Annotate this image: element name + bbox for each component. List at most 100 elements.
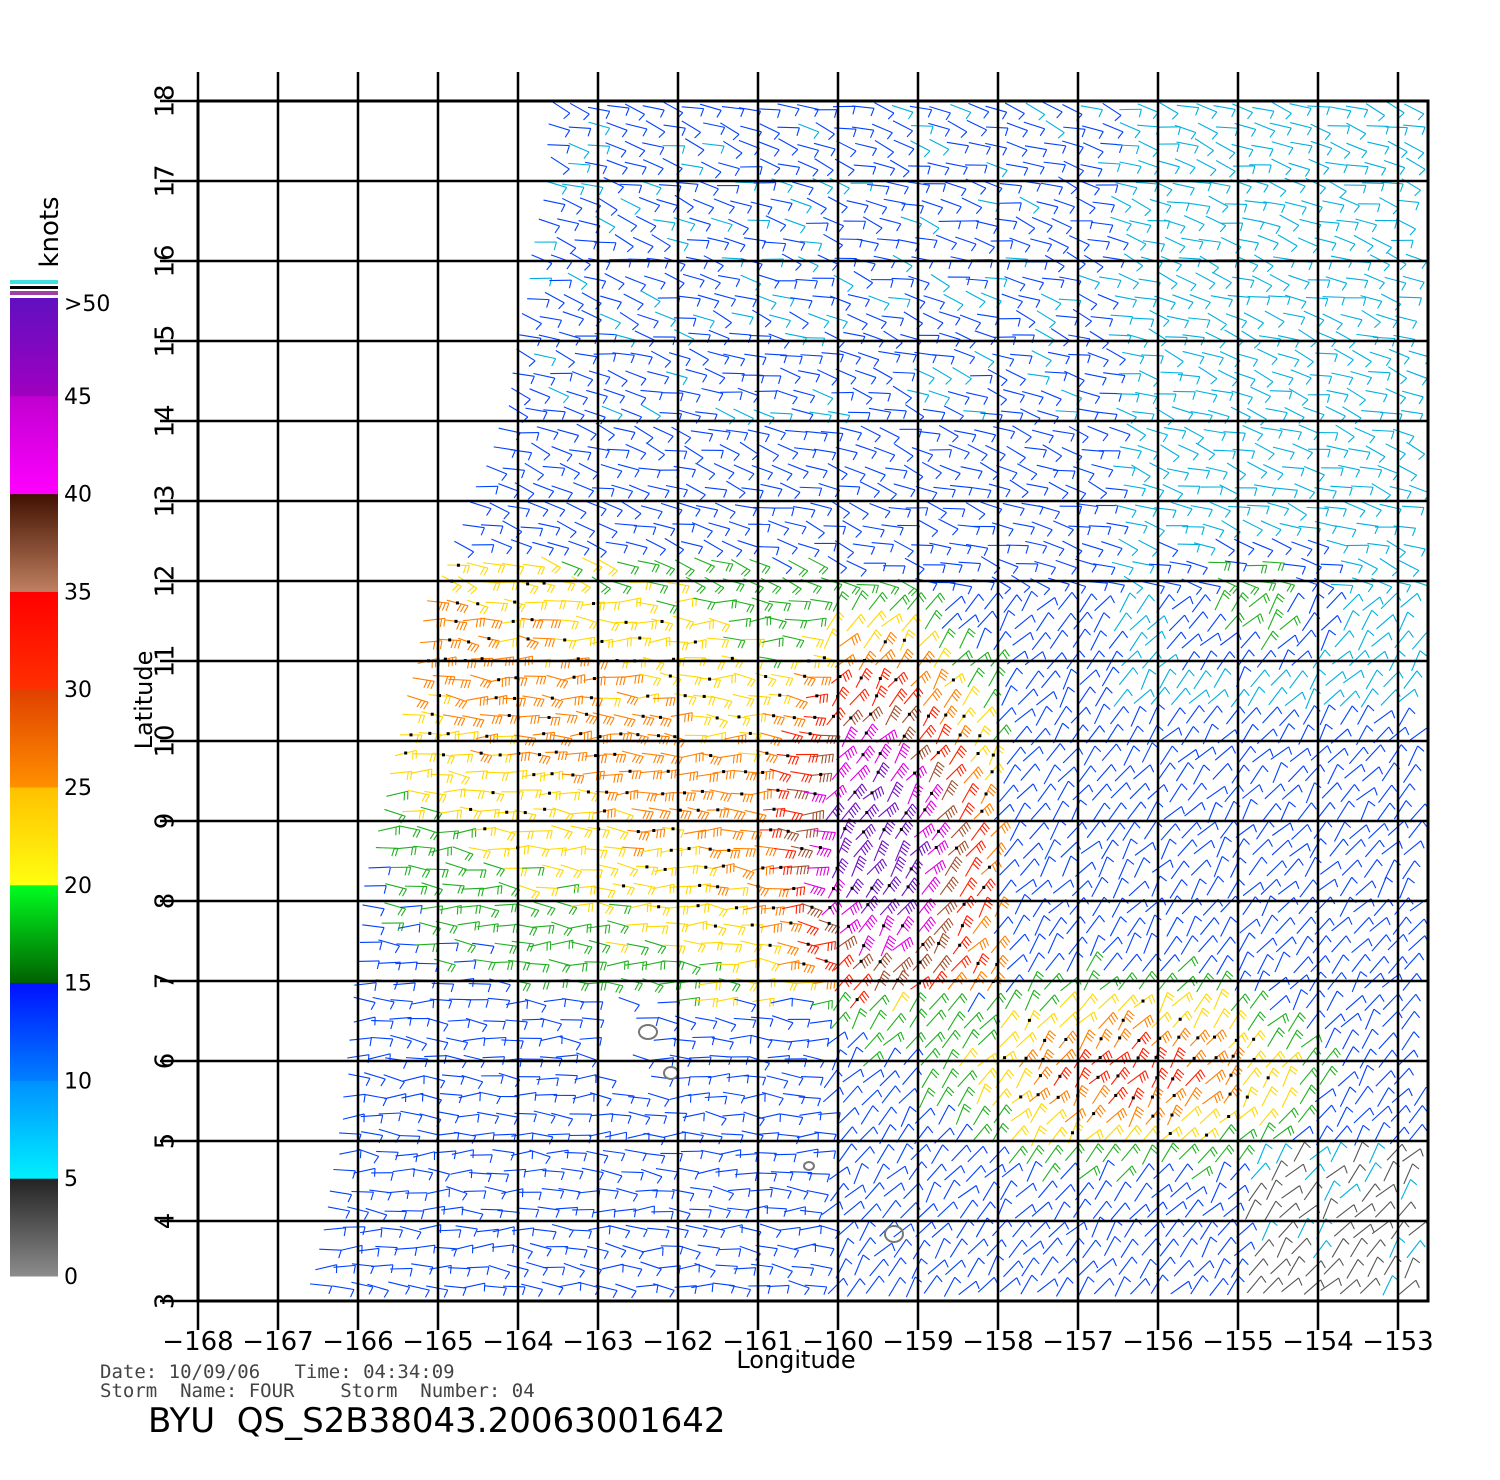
- y-axis-title: Latitude: [130, 651, 158, 750]
- wind-barb: [1317, 220, 1340, 232]
- wind-barb: [676, 181, 699, 193]
- wind-barb: [1004, 102, 1025, 120]
- wind-barb: [1396, 199, 1420, 211]
- wind-barb: [1064, 370, 1085, 388]
- wind-barb: [1352, 349, 1372, 368]
- wind-barb: [538, 218, 561, 234]
- wind-barb: [647, 371, 670, 385]
- wind-barb: [713, 198, 735, 214]
- wind-barb: [664, 272, 685, 290]
- wind-barb: [852, 105, 875, 117]
- wind-barb: [1232, 103, 1254, 120]
- wind-barb: [1031, 350, 1052, 368]
- wind-barb: [1391, 239, 1414, 249]
- wind-barb: [1149, 309, 1170, 327]
- wind-barb: [1115, 182, 1138, 196]
- wind-barb: [544, 291, 565, 310]
- wind-barb: [600, 313, 621, 330]
- wind-barb: [1322, 200, 1345, 213]
- wind-barb: [855, 142, 878, 157]
- wind-barb: [1005, 163, 1029, 176]
- lon-tick-label: −154: [1282, 1327, 1353, 1357]
- wind-barb: [663, 124, 686, 136]
- wind-barb: [598, 197, 618, 216]
- wind-barb: [585, 161, 608, 175]
- wind-barb: [1244, 200, 1268, 212]
- wind-barb: [1269, 273, 1290, 292]
- wind-barb: [876, 238, 900, 249]
- wind-barb: [758, 108, 781, 118]
- wind-barb: [1114, 295, 1137, 308]
- wind-barb: [1303, 310, 1325, 327]
- wind-barb: [910, 140, 931, 158]
- wind-barb: [1090, 221, 1114, 233]
- colorbar-segment: [10, 1178, 58, 1277]
- wind-barb: [606, 159, 628, 175]
- wind-barb: [1353, 234, 1374, 253]
- wind-barb: [662, 145, 686, 154]
- wind-barb: [901, 203, 924, 214]
- wind-barb: [889, 159, 910, 178]
- wind-barb: [778, 138, 799, 156]
- wind-barb: [1257, 348, 1278, 366]
- wind-barb: [851, 126, 875, 139]
- wind-barb: [791, 181, 814, 196]
- wind-barb: [1283, 312, 1306, 326]
- wind-barb: [644, 275, 666, 290]
- wind-barb: [1269, 122, 1292, 136]
- wind-barb: [731, 312, 754, 325]
- wind-barb: [1360, 295, 1383, 309]
- wind-barb: [1174, 124, 1197, 140]
- wind-barb: [1119, 161, 1142, 175]
- wind-barb: [555, 350, 575, 369]
- lon-tick-label: −157: [1042, 1327, 1113, 1357]
- wind-barb: [717, 275, 741, 288]
- lon-tick-label: −162: [642, 1327, 713, 1357]
- wind-barb: [1111, 195, 1132, 213]
- wind-barb: [847, 294, 870, 308]
- wind-barb: [964, 164, 988, 174]
- wind-barb: [1366, 125, 1390, 135]
- wind-barb: [702, 142, 725, 154]
- wind-barb: [873, 162, 896, 176]
- wind-barb: [871, 279, 894, 288]
- wind-barb: [1211, 271, 1232, 289]
- wind-barb: [1201, 352, 1224, 366]
- wind-barb: [857, 352, 880, 367]
- wind-barb: [968, 102, 990, 119]
- wind-barb: [777, 126, 800, 136]
- colorbar-tick-label: 0: [64, 1265, 78, 1290]
- wind-barb: [770, 198, 793, 212]
- lon-tick-label: −163: [562, 1327, 633, 1357]
- wind-barb: [689, 348, 709, 366]
- lat-tick-label: 15: [151, 324, 181, 357]
- wind-barb: [1040, 182, 1063, 195]
- wind-barb: [944, 181, 967, 197]
- wind-barb: [1164, 236, 1186, 254]
- lat-tick-label: 16: [151, 244, 181, 277]
- wind-barb: [867, 183, 890, 195]
- wind-barb: [574, 352, 598, 365]
- wind-barb: [697, 294, 720, 309]
- wind-barb: [1031, 216, 1053, 233]
- wind-barb: [777, 163, 801, 176]
- wind-barb: [1369, 351, 1392, 367]
- wind-barb: [527, 298, 550, 308]
- wind-barb: [529, 277, 553, 287]
- wind-barb: [699, 103, 722, 118]
- colorbar-segment: [10, 591, 58, 690]
- wind-barb: [959, 314, 982, 330]
- wind-barb: [817, 369, 838, 386]
- wind-barb: [1134, 296, 1157, 308]
- colorbar-tick-label: 15: [64, 972, 92, 997]
- colorbar-tick-label: 30: [64, 678, 92, 703]
- wind-barb: [539, 316, 563, 328]
- wind-barb: [878, 350, 901, 363]
- wind-barb: [1118, 373, 1142, 382]
- wind-barb: [938, 311, 961, 326]
- wind-barb: [891, 277, 915, 288]
- wind-barb: [943, 293, 964, 312]
- colorbar-tick-label: 25: [64, 776, 92, 801]
- wind-barb: [1030, 238, 1053, 252]
- wind-barb: [911, 125, 934, 135]
